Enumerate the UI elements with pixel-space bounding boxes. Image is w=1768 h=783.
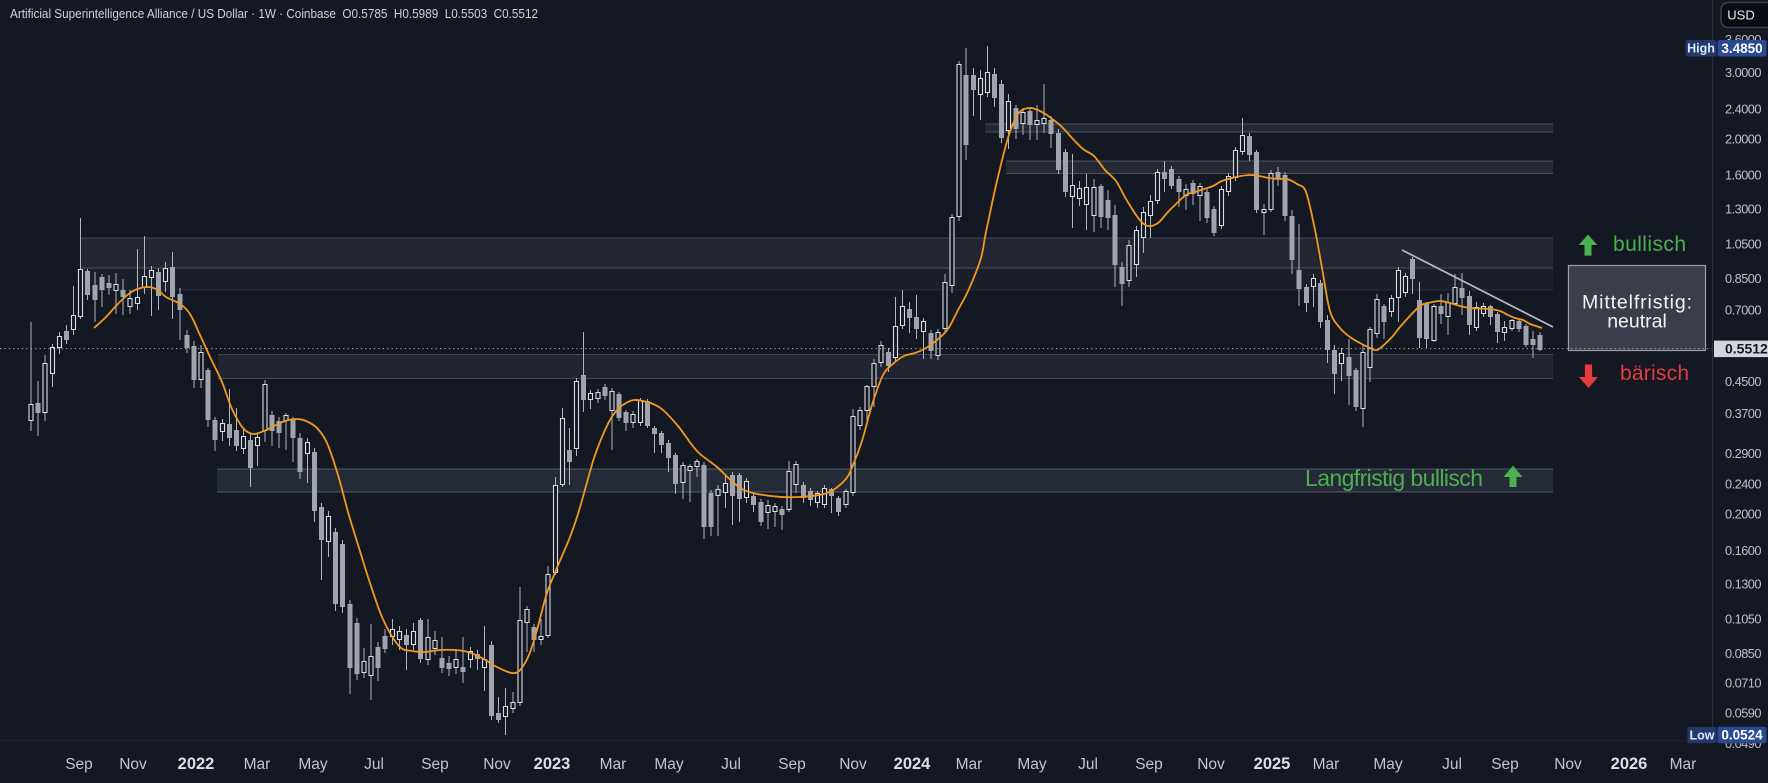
svg-text:Jul: Jul (1442, 756, 1462, 773)
svg-text:2023: 2023 (534, 755, 571, 773)
svg-text:0.3700: 0.3700 (1725, 406, 1762, 421)
svg-text:2024: 2024 (894, 755, 932, 773)
svg-text:2026: 2026 (1611, 755, 1648, 773)
svg-text:Sep: Sep (1135, 756, 1163, 773)
svg-text:May: May (298, 756, 328, 773)
svg-text:2.0000: 2.0000 (1725, 131, 1762, 146)
svg-text:High: High (1687, 42, 1715, 56)
svg-text:0.2000: 0.2000 (1725, 507, 1762, 522)
svg-text:Nov: Nov (119, 756, 147, 773)
svg-text:0.2400: 0.2400 (1725, 477, 1762, 492)
svg-text:Jul: Jul (1078, 756, 1098, 773)
svg-text:Mar: Mar (956, 756, 983, 773)
svg-text:2025: 2025 (1254, 755, 1291, 773)
svg-text:Nov: Nov (839, 756, 867, 773)
svg-text:Mittelfristig:: Mittelfristig: (1582, 292, 1692, 314)
svg-text:0.0850: 0.0850 (1725, 646, 1762, 661)
svg-text:1.0500: 1.0500 (1725, 236, 1762, 251)
svg-text:Nov: Nov (1554, 756, 1582, 773)
svg-text:neutral: neutral (1607, 311, 1667, 333)
svg-text:Mar: Mar (244, 756, 271, 773)
svg-text:bullisch: bullisch (1613, 233, 1686, 256)
svg-text:Mar: Mar (1313, 756, 1340, 773)
svg-text:3.0000: 3.0000 (1725, 65, 1762, 80)
svg-text:Mar: Mar (600, 756, 627, 773)
svg-text:Nov: Nov (483, 756, 511, 773)
svg-text:2.4000: 2.4000 (1725, 102, 1762, 117)
svg-text:Nov: Nov (1197, 756, 1225, 773)
svg-text:Artificial Superintelligence A: Artificial Superintelligence Alliance / … (10, 6, 538, 21)
svg-text:Sep: Sep (65, 756, 93, 773)
svg-text:1.3000: 1.3000 (1725, 202, 1762, 217)
svg-text:0.8500: 0.8500 (1725, 271, 1762, 286)
svg-text:0.5512: 0.5512 (1725, 341, 1768, 357)
svg-text:0.2900: 0.2900 (1725, 446, 1762, 461)
svg-text:Jul: Jul (364, 756, 384, 773)
svg-text:May: May (654, 756, 684, 773)
svg-text:0.0710: 0.0710 (1725, 675, 1762, 690)
svg-text:0.1050: 0.1050 (1725, 612, 1762, 627)
svg-text:0.0590: 0.0590 (1725, 706, 1762, 721)
svg-text:1.6000: 1.6000 (1725, 168, 1762, 183)
svg-text:3.4850: 3.4850 (1721, 41, 1762, 56)
svg-text:Sep: Sep (1491, 756, 1519, 773)
svg-text:bärisch: bärisch (1620, 362, 1689, 385)
svg-text:Mar: Mar (1670, 756, 1697, 773)
svg-text:May: May (1373, 756, 1403, 773)
svg-text:Sep: Sep (778, 756, 806, 773)
svg-text:Sep: Sep (421, 756, 449, 773)
svg-text:0.7000: 0.7000 (1725, 303, 1762, 318)
svg-text:0.0524: 0.0524 (1721, 728, 1763, 743)
svg-text:2022: 2022 (178, 755, 215, 773)
svg-text:0.4500: 0.4500 (1725, 374, 1762, 389)
svg-text:Low: Low (1690, 728, 1715, 742)
svg-text:USD: USD (1727, 8, 1754, 23)
svg-text:0.1600: 0.1600 (1725, 543, 1762, 558)
svg-text:0.1300: 0.1300 (1725, 577, 1762, 592)
svg-text:Jul: Jul (721, 756, 741, 773)
svg-text:Langfristig bullisch: Langfristig bullisch (1305, 465, 1483, 491)
svg-text:May: May (1017, 756, 1047, 773)
